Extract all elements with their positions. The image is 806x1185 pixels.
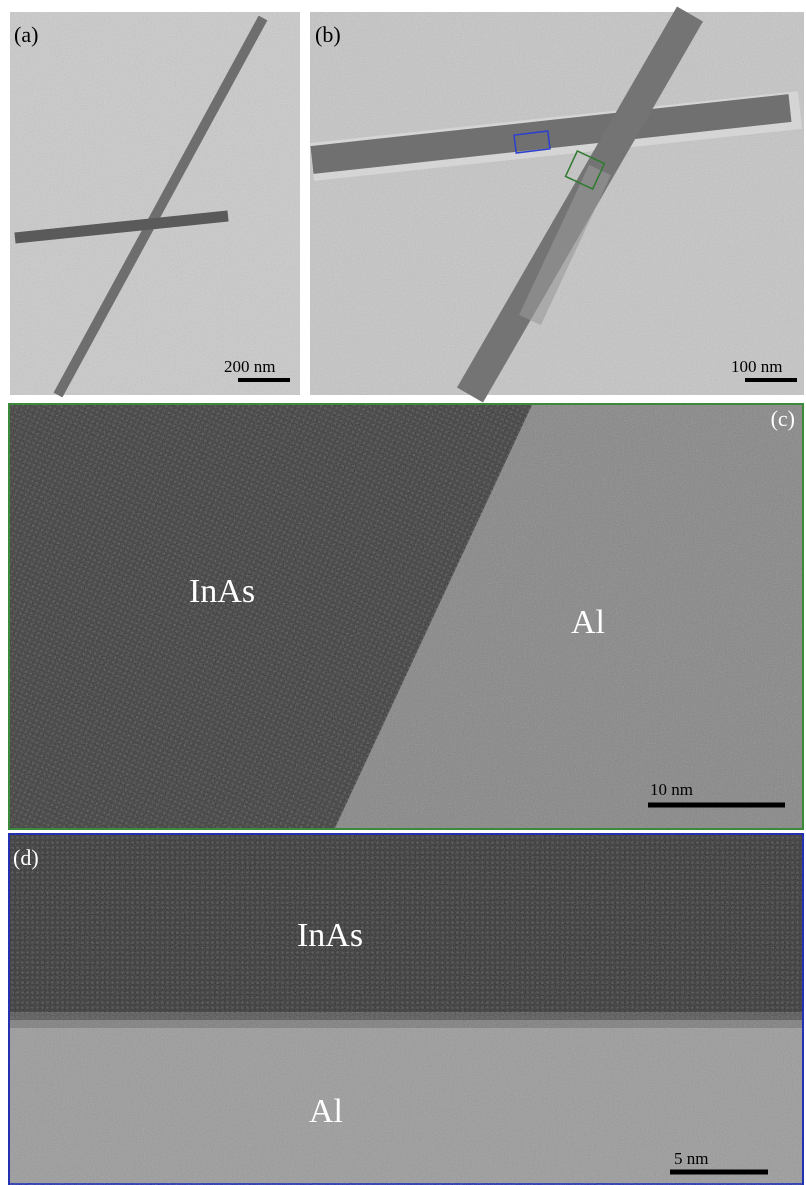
panel-label: (c) [771,406,795,431]
panel-c: (c) InAs Al 10 nm [9,404,803,829]
region-label: InAs [297,917,363,954]
panel-b: (b) 100 nm [310,12,804,395]
region-label: InAs [189,573,255,610]
scale-bar-label: 10 nm [650,780,693,799]
scale-bar-label: 100 nm [731,357,782,376]
scale-bar-label: 5 nm [674,1149,708,1168]
region-label: Al [571,604,605,641]
scale-bar-label: 200 nm [224,357,275,376]
panel-label: (b) [315,22,341,47]
panel-a: (a) 200 nm [10,12,300,395]
panel-d: (d) InAs Al 5 nm [9,834,803,1185]
panel-label: (d) [13,845,39,870]
panel-label: (a) [14,22,38,47]
region-label: Al [309,1093,343,1130]
figure: (a) 200 nm (b) 100 nm (c) InAs Al 10 nm … [0,0,806,1185]
